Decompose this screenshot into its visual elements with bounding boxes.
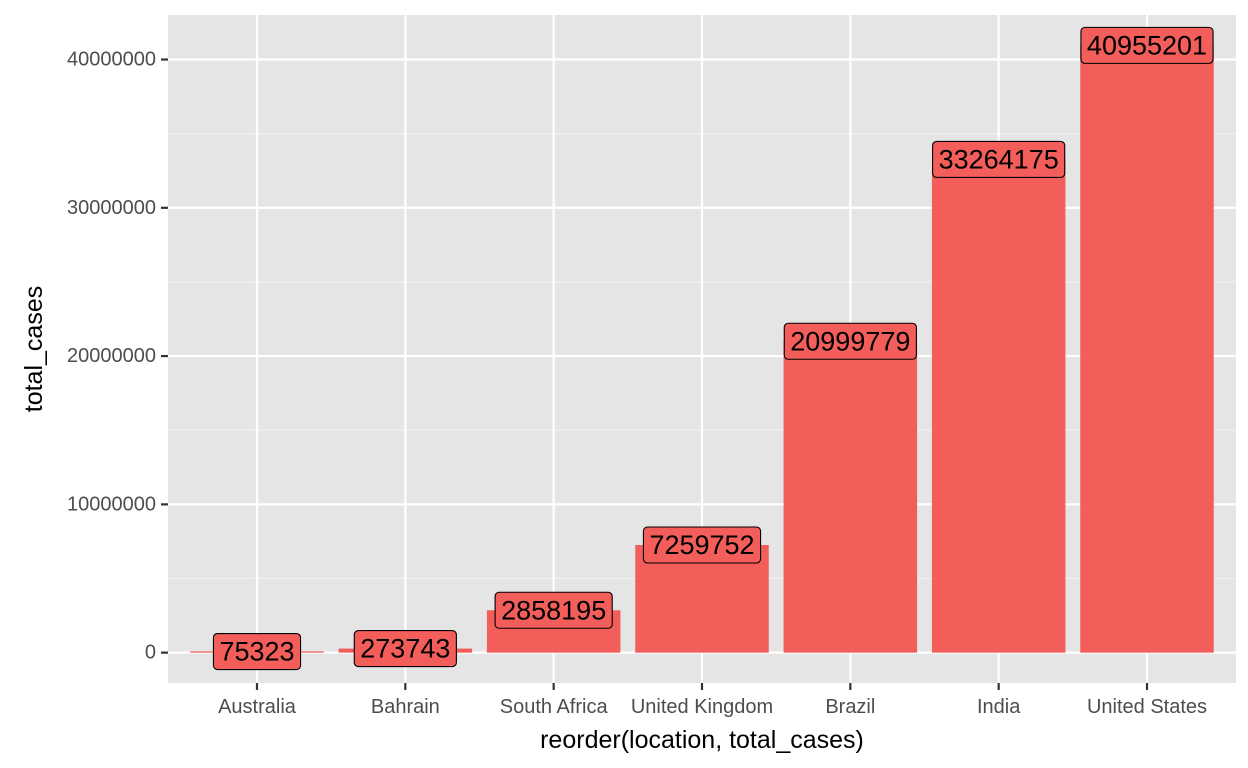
data-label-text: 2858195 (501, 595, 606, 625)
x-tick-label: United Kingdom (631, 696, 773, 718)
y-tick-label: 30000000 (67, 197, 156, 219)
data-label-box (932, 140, 1066, 178)
y-axis-title: total_cases (20, 286, 48, 412)
data-label: 40955201 (1080, 26, 1214, 64)
data-label-box (494, 591, 613, 629)
x-tick-label: United States (1087, 696, 1207, 718)
x-tick-label: Brazil (825, 696, 875, 718)
x-tick-label: Australia (218, 696, 297, 718)
y-tick-label: 20000000 (67, 345, 156, 367)
data-label-text: 7259752 (649, 530, 754, 560)
data-label-text: 40955201 (1087, 30, 1207, 60)
x-tick-label: India (977, 696, 1021, 718)
data-label: 2858195 (494, 591, 613, 629)
x-tick-label: Bahrain (371, 696, 440, 718)
y-tick-label: 40000000 (67, 49, 156, 71)
data-label: 7259752 (642, 526, 762, 564)
data-label: 20999779 (783, 322, 917, 360)
data-label-box (353, 630, 457, 668)
x-axis-title: reorder(location, total_cases) (540, 726, 864, 754)
data-label: 75323 (212, 632, 302, 671)
data-label-box (783, 322, 917, 360)
x-axis: Australia Bahrain South Africa United Kingd… (218, 683, 1207, 718)
data-label: 33264175 (932, 140, 1066, 178)
y-axis: 0 10000000 20000000 30000000 40000000 (67, 49, 168, 664)
bar (783, 341, 918, 653)
bar (1080, 45, 1214, 653)
data-label-text: 75323 (219, 637, 294, 667)
data-label-box (642, 526, 762, 564)
data-label-text: 20999779 (790, 326, 910, 356)
y-tick-label: 10000000 (67, 493, 156, 515)
y-tick-label: 0 (145, 642, 156, 664)
x-tick-label: South Africa (500, 696, 609, 718)
data-label-text: 33264175 (939, 144, 1059, 174)
data-label: 273743 (353, 630, 457, 668)
bar (931, 159, 1066, 653)
data-label-box (212, 632, 302, 671)
data-labels: 75323 273743 2858195 7259752 20999779 3326417… (212, 26, 1214, 671)
data-label-box (1080, 26, 1214, 64)
data-label-text: 273743 (360, 634, 450, 664)
